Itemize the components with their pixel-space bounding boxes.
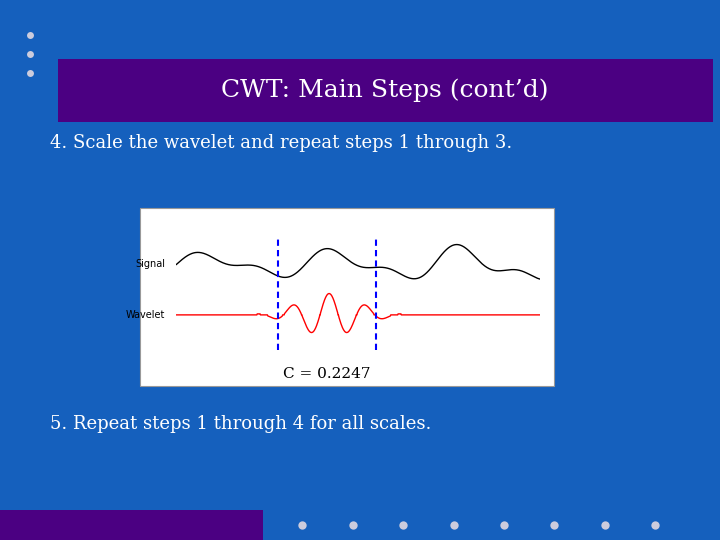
Text: Signal: Signal: [135, 259, 166, 269]
Text: 4. Scale the wavelet and repeat steps 1 through 3.: 4. Scale the wavelet and repeat steps 1 …: [50, 134, 513, 152]
FancyBboxPatch shape: [140, 208, 554, 386]
Text: C = 0.2247: C = 0.2247: [283, 367, 371, 381]
FancyBboxPatch shape: [58, 59, 713, 122]
FancyBboxPatch shape: [0, 510, 263, 540]
Text: Wavelet: Wavelet: [126, 310, 166, 320]
Text: 5. Repeat steps 1 through 4 for all scales.: 5. Repeat steps 1 through 4 for all scal…: [50, 415, 432, 433]
Text: CWT: Main Steps (cont’d): CWT: Main Steps (cont’d): [222, 78, 549, 102]
